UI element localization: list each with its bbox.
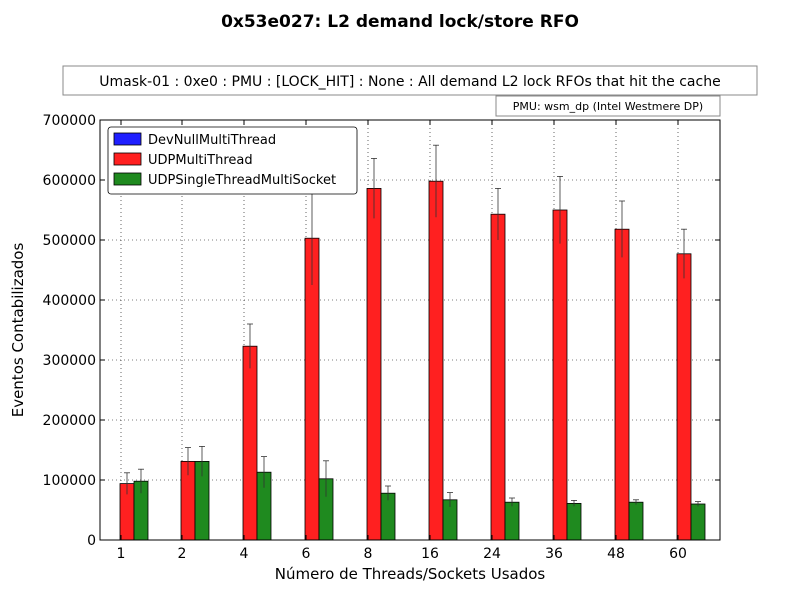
x-tick-label: 2	[178, 546, 187, 562]
bar-UDPMultiThread-60	[676, 253, 692, 541]
x-tick-label: 48	[607, 546, 625, 562]
y-tick-label: 400000	[43, 293, 96, 309]
legend-label-DevNullMultiThread: DevNullMultiThread	[148, 133, 276, 148]
x-tick-label: 36	[545, 546, 563, 562]
bar-UDPMultiThread-8	[366, 187, 382, 541]
x-tick-label: 60	[669, 546, 687, 562]
y-tick-label: 200000	[43, 413, 96, 429]
y-tick-label: 0	[87, 533, 96, 549]
legend-swatch-UDPSingleThreadMultiSocket	[113, 172, 142, 186]
bar-UDPSingleThreadMultiSocket-48	[628, 501, 644, 541]
x-tick-label: 6	[302, 546, 311, 562]
y-tick-label: 700000	[43, 113, 96, 129]
bar-UDPMultiThread-4	[242, 345, 258, 541]
bar-UDPMultiThread-36	[552, 209, 568, 541]
y-tick-label: 100000	[43, 473, 96, 489]
legend-swatch-UDPMultiThread	[113, 152, 142, 166]
plot-frame	[99, 119, 721, 541]
bar-UDPMultiThread-16	[428, 180, 444, 541]
y-axis-label: Eventos Contabilizados	[9, 243, 27, 418]
bar-UDPSingleThreadMultiSocket-24	[504, 501, 520, 541]
x-axis-label: Número de Threads/Sockets Usados	[275, 565, 546, 583]
error-bars-group	[124, 144, 701, 507]
legend-label-UDPSingleThreadMultiSocket: UDPSingleThreadMultiSocket	[148, 173, 336, 188]
bar-UDPMultiThread-48	[614, 228, 630, 541]
x-tick-label: 8	[364, 546, 373, 562]
bar-UDPSingleThreadMultiSocket-60	[690, 503, 706, 541]
chart-title: 0x53e027: L2 demand lock/store RFO	[221, 12, 579, 32]
legend: DevNullMultiThread UDPMultiThread UDPSingl…	[107, 126, 358, 195]
x-tick-label: 1	[117, 546, 126, 562]
chart-subtitle: Umask-01 : 0xe0 : PMU : [LOCK_HIT] : Non…	[99, 74, 720, 90]
x-tick-label: 16	[421, 546, 439, 562]
bar-UDPSingleThreadMultiSocket-36	[566, 502, 582, 541]
legend-label-UDPMultiThread: UDPMultiThread	[148, 153, 253, 168]
y-tick-label: 300000	[43, 353, 96, 369]
x-axis-ticks: 1 2 4 6 8 16 24 36 48 60	[117, 120, 687, 562]
pmu-annotation: PMU: wsm_dp (Intel Westmere DP)	[513, 100, 703, 113]
annotation-box	[495, 95, 721, 117]
y-tick-label: 600000	[43, 173, 96, 189]
legend-box	[107, 126, 358, 195]
y-axis-ticks: 0 100000 200000 300000 400000 500000 600000 700…	[43, 113, 720, 549]
bar-UDPMultiThread-24	[490, 213, 506, 541]
y-tick-label: 500000	[43, 233, 96, 249]
x-tick-label: 4	[240, 546, 249, 562]
subtitle-box	[62, 65, 758, 96]
legend-swatch-DevNullMultiThread	[113, 132, 142, 146]
x-tick-label: 24	[483, 546, 501, 562]
bars-group	[119, 180, 706, 541]
